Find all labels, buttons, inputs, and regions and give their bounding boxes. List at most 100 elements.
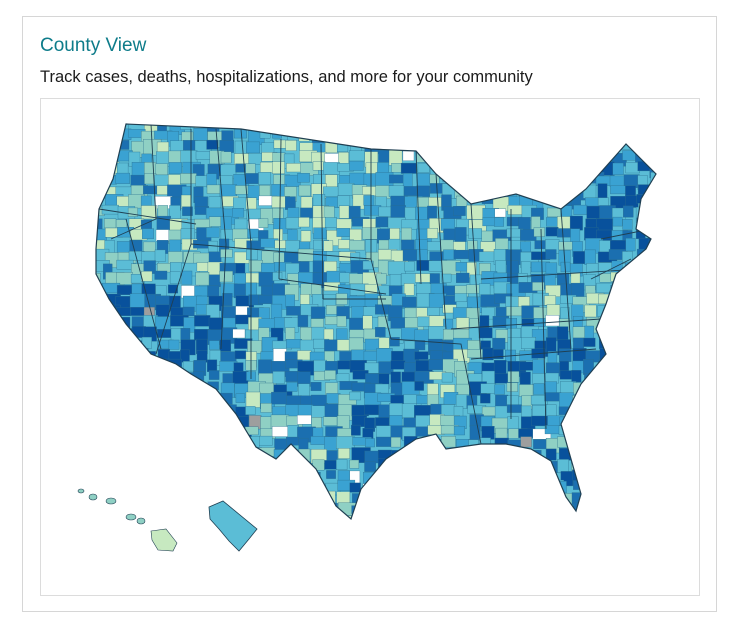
- county-cell[interactable]: [572, 513, 586, 521]
- county-cell[interactable]: [635, 483, 650, 498]
- county-cell[interactable]: [610, 504, 627, 514]
- county-cell[interactable]: [375, 383, 389, 394]
- hawaii-island-2[interactable]: [88, 493, 98, 501]
- county-cell[interactable]: [508, 480, 526, 495]
- county-cell[interactable]: [388, 460, 399, 473]
- county-cell[interactable]: [337, 183, 355, 196]
- county-cell[interactable]: [157, 205, 168, 218]
- county-cell[interactable]: [157, 448, 171, 459]
- county-cell[interactable]: [546, 162, 563, 177]
- county-cell[interactable]: [454, 293, 468, 302]
- county-cell[interactable]: [364, 404, 380, 416]
- county-cell[interactable]: [611, 340, 627, 352]
- county-cell[interactable]: [284, 117, 298, 132]
- county-cell[interactable]: [570, 119, 585, 128]
- county-cell[interactable]: [441, 404, 455, 416]
- county-cell[interactable]: [141, 336, 152, 349]
- county-cell[interactable]: [599, 120, 611, 130]
- county-cell[interactable]: [284, 471, 297, 480]
- county-cell[interactable]: [91, 514, 106, 523]
- county-cell[interactable]: [339, 205, 350, 219]
- county-cell[interactable]: [195, 449, 215, 463]
- county-cell[interactable]: [401, 461, 420, 475]
- county-cell[interactable]: [388, 150, 403, 166]
- county-cell[interactable]: [494, 208, 506, 218]
- county-cell[interactable]: [183, 504, 201, 518]
- county-cell[interactable]: [430, 483, 444, 494]
- county-cell[interactable]: [649, 282, 662, 292]
- county-cell[interactable]: [479, 437, 491, 454]
- county-cell[interactable]: [169, 239, 181, 252]
- county-cell[interactable]: [557, 171, 574, 183]
- county-cell[interactable]: [207, 285, 220, 297]
- county-cell[interactable]: [636, 316, 655, 330]
- county-cell[interactable]: [637, 261, 654, 277]
- county-cell[interactable]: [648, 414, 666, 431]
- county-cell[interactable]: [116, 426, 129, 438]
- county-cell[interactable]: [155, 229, 170, 242]
- county-cell[interactable]: [351, 424, 361, 436]
- county-cell[interactable]: [623, 471, 642, 486]
- county-cell[interactable]: [102, 141, 115, 158]
- county-cell[interactable]: [221, 438, 239, 455]
- county-cell[interactable]: [193, 470, 212, 484]
- county-cell[interactable]: [493, 128, 504, 140]
- county-cell[interactable]: [143, 361, 161, 375]
- county-cell[interactable]: [272, 371, 285, 384]
- county-cell[interactable]: [414, 470, 432, 483]
- county-cell[interactable]: [336, 373, 350, 382]
- county-cell[interactable]: [167, 284, 178, 294]
- county-cell[interactable]: [183, 459, 194, 475]
- county-cell[interactable]: [167, 381, 179, 395]
- county-cell[interactable]: [402, 249, 418, 262]
- county-cell[interactable]: [376, 348, 393, 364]
- county-cell[interactable]: [91, 337, 104, 355]
- county-cell[interactable]: [182, 449, 196, 460]
- county-cell[interactable]: [337, 195, 351, 208]
- county-cell[interactable]: [310, 491, 324, 502]
- county-cell[interactable]: [532, 428, 552, 440]
- county-cell[interactable]: [287, 425, 299, 438]
- county-cell[interactable]: [533, 513, 553, 524]
- county-cell[interactable]: [492, 337, 506, 350]
- county-cell[interactable]: [157, 263, 171, 273]
- county-cell[interactable]: [130, 393, 141, 410]
- county-cell[interactable]: [404, 261, 415, 272]
- county-cell[interactable]: [456, 502, 475, 515]
- county-cell[interactable]: [207, 481, 221, 493]
- county-cell[interactable]: [430, 120, 448, 132]
- county-cell[interactable]: [651, 361, 667, 375]
- county-cell[interactable]: [507, 416, 519, 430]
- county-cell[interactable]: [168, 425, 185, 439]
- county-cell[interactable]: [557, 516, 569, 531]
- county-cell[interactable]: [426, 228, 438, 239]
- county-cell[interactable]: [508, 457, 521, 469]
- county-cell[interactable]: [586, 505, 602, 517]
- county-cell[interactable]: [625, 427, 644, 443]
- county-cell[interactable]: [443, 392, 459, 405]
- county-cell[interactable]: [506, 404, 522, 413]
- county-cell[interactable]: [531, 415, 551, 427]
- county-cell[interactable]: [141, 416, 159, 433]
- county-cell[interactable]: [610, 437, 624, 447]
- county-cell[interactable]: [180, 328, 191, 342]
- county-cell[interactable]: [625, 238, 636, 252]
- county-cell[interactable]: [232, 371, 249, 385]
- county-cell[interactable]: [323, 240, 334, 252]
- county-cell[interactable]: [610, 285, 625, 297]
- county-cell[interactable]: [166, 491, 186, 501]
- county-cell[interactable]: [259, 472, 274, 488]
- county-cell[interactable]: [349, 240, 365, 251]
- county-cell[interactable]: [493, 360, 507, 376]
- county-cell[interactable]: [635, 460, 647, 472]
- county-cell[interactable]: [143, 459, 156, 471]
- county-cell[interactable]: [194, 427, 210, 444]
- county-cell[interactable]: [609, 140, 623, 151]
- county-cell[interactable]: [427, 307, 440, 316]
- county-cell[interactable]: [570, 405, 586, 417]
- county-cell[interactable]: [363, 512, 375, 526]
- county-cell[interactable]: [494, 172, 506, 187]
- county-cell[interactable]: [287, 502, 305, 519]
- county-cell[interactable]: [116, 405, 129, 419]
- county-cell[interactable]: [128, 414, 146, 428]
